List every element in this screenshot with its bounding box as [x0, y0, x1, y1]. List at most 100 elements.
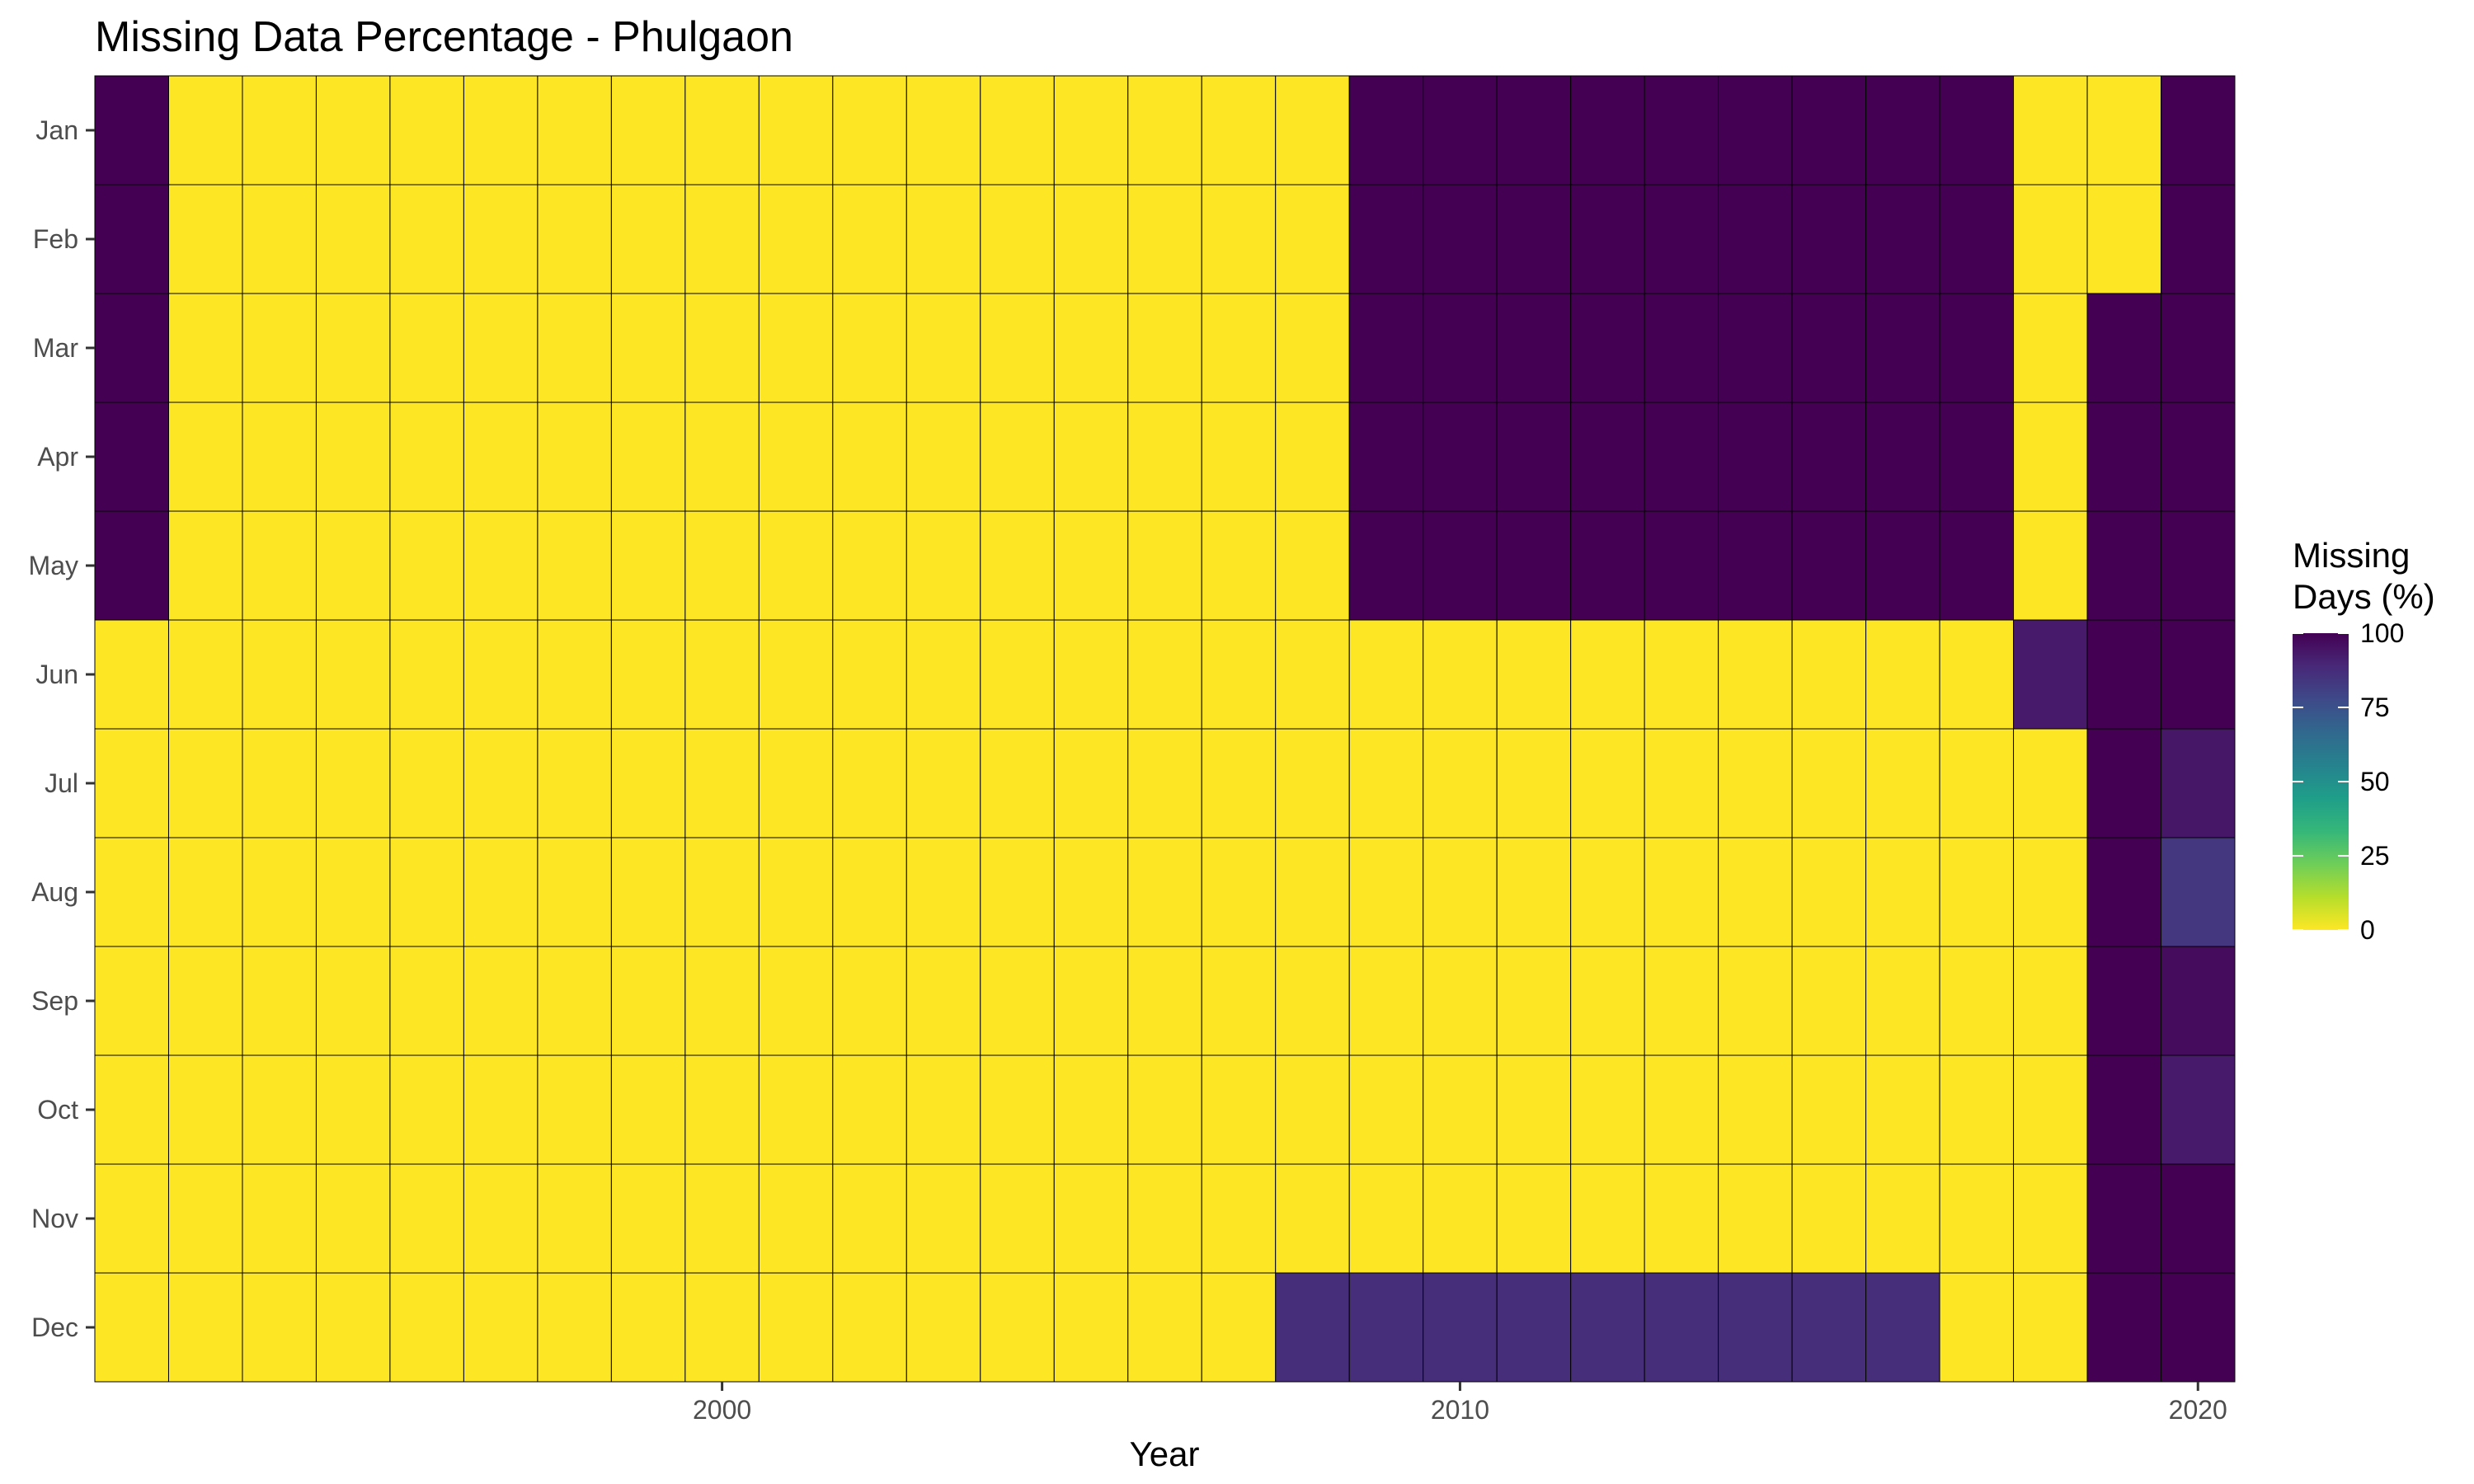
heatmap-cell-apr-2004 [980, 402, 1055, 512]
heatmap-cell-jun-2018 [2013, 619, 2088, 730]
heatmap-cell-nov-2000 [684, 1163, 760, 1274]
heatmap-cell-apr-2005 [1053, 402, 1129, 512]
heatmap-cell-sep-2009 [1348, 946, 1424, 1056]
heatmap-cell-oct-2006 [1127, 1054, 1202, 1165]
heatmap-cell-jun-2016 [1865, 619, 1940, 730]
heatmap-cell-aug-1996 [389, 837, 464, 947]
heatmap-cell-nov-2010 [1423, 1163, 1498, 1274]
heatmap-cell-jul-1994 [242, 728, 317, 838]
heatmap-cell-oct-1998 [537, 1054, 612, 1165]
heatmap-cell-jul-2014 [1718, 728, 1793, 838]
heatmap-cell-may-1993 [167, 510, 243, 621]
heatmap-cell-feb-1993 [167, 184, 243, 294]
heatmap-cell-sep-2019 [2086, 946, 2162, 1056]
heatmap-cell-mar-1993 [167, 293, 243, 403]
heatmap-cell-may-1997 [463, 510, 539, 621]
heatmap-cell-apr-2002 [832, 402, 907, 512]
heatmap-cell-nov-2006 [1127, 1163, 1202, 1274]
heatmap-cell-feb-2016 [1865, 184, 1940, 294]
heatmap-cell-may-1999 [610, 510, 686, 621]
heatmap-cell-sep-2015 [1791, 946, 1867, 1056]
heatmap-cell-may-2014 [1718, 510, 1793, 621]
heatmap-cell-mar-2016 [1865, 293, 1940, 403]
heatmap-cell-jul-2020 [2161, 728, 2236, 838]
heatmap-cell-jun-2010 [1423, 619, 1498, 730]
heatmap-cell-may-2012 [1570, 510, 1645, 621]
heatmap-cell-jan-2020 [2161, 75, 2236, 186]
heatmap-cell-jan-1993 [167, 75, 243, 186]
heatmap-cell-nov-2014 [1718, 1163, 1793, 1274]
heatmap-cell-dec-2018 [2013, 1272, 2088, 1383]
heatmap-cell-nov-2019 [2086, 1163, 2162, 1274]
heatmap-cell-jul-2007 [1201, 728, 1277, 838]
heatmap-cell-jul-1992 [94, 728, 169, 838]
heatmap-cell-apr-2008 [1275, 402, 1350, 512]
heatmap-cell-jul-1993 [167, 728, 243, 838]
heatmap-cell-aug-2019 [2086, 837, 2162, 947]
heatmap-cell-sep-2014 [1718, 946, 1793, 1056]
heatmap-cell-jun-2006 [1127, 619, 1202, 730]
heatmap-cell-sep-2010 [1423, 946, 1498, 1056]
heatmap-cell-jul-1999 [610, 728, 686, 838]
heatmap-cell-may-2004 [980, 510, 1055, 621]
heatmap-cell-sep-1998 [537, 946, 612, 1056]
heatmap-cell-may-2001 [758, 510, 834, 621]
heatmap-cell-nov-2013 [1644, 1163, 1719, 1274]
y-tick-label-dec: Dec [31, 1313, 78, 1342]
heatmap-cell-dec-2014 [1718, 1272, 1793, 1383]
heatmap-cell-jul-2010 [1423, 728, 1498, 838]
heatmap-cell-jan-1998 [537, 75, 612, 186]
heatmap-cell-oct-2020 [2161, 1054, 2236, 1165]
heatmap-cell-jun-2013 [1644, 619, 1719, 730]
heatmap-cell-jan-1994 [242, 75, 317, 186]
heatmap-cell-mar-2008 [1275, 293, 1350, 403]
heatmap-cell-sep-2000 [684, 946, 760, 1056]
heatmap-cell-feb-2004 [980, 184, 1055, 294]
heatmap-cell-aug-2002 [832, 837, 907, 947]
heatmap-cell-apr-2014 [1718, 402, 1793, 512]
heatmap-cell-sep-2005 [1053, 946, 1129, 1056]
heatmap-cell-jan-2013 [1644, 75, 1719, 186]
heatmap-cell-jan-2018 [2013, 75, 2088, 186]
y-tick-label-jun: Jun [35, 660, 78, 689]
heatmap-cell-aug-2005 [1053, 837, 1129, 947]
heatmap-cell-apr-2015 [1791, 402, 1867, 512]
heatmap-cell-jul-2006 [1127, 728, 1202, 838]
heatmap-cell-oct-2014 [1718, 1054, 1793, 1165]
heatmap-cell-sep-2020 [2161, 946, 2236, 1056]
heatmap-cell-jun-2003 [905, 619, 981, 730]
heatmap-cell-feb-1994 [242, 184, 317, 294]
heatmap-cell-feb-2002 [832, 184, 907, 294]
heatmap-cell-jul-2011 [1496, 728, 1572, 838]
heatmap-cell-apr-1995 [315, 402, 391, 512]
heatmap-cell-nov-2016 [1865, 1163, 1940, 1274]
heatmap-cell-jun-2000 [684, 619, 760, 730]
heatmap-cell-mar-2014 [1718, 293, 1793, 403]
heatmap-cell-mar-2003 [905, 293, 981, 403]
heatmap-cell-jun-1994 [242, 619, 317, 730]
heatmap-cell-sep-2004 [980, 946, 1055, 1056]
heatmap-cell-jun-2009 [1348, 619, 1424, 730]
heatmap-cell-jun-2007 [1201, 619, 1277, 730]
heatmap-cell-mar-1999 [610, 293, 686, 403]
heatmap-cell-jan-1995 [315, 75, 391, 186]
y-tick-label-feb: Feb [33, 224, 78, 254]
heatmap-cell-aug-1993 [167, 837, 243, 947]
heatmap-cell-sep-2006 [1127, 946, 1202, 1056]
heatmap-cell-oct-2013 [1644, 1054, 1719, 1165]
heatmap-cell-jun-2008 [1275, 619, 1350, 730]
heatmap-cell-apr-2012 [1570, 402, 1645, 512]
heatmap-cell-nov-1994 [242, 1163, 317, 1274]
heatmap-cell-oct-2011 [1496, 1054, 1572, 1165]
heatmap-cell-oct-1993 [167, 1054, 243, 1165]
heatmap-cell-dec-1995 [315, 1272, 391, 1383]
heatmap-cell-sep-1995 [315, 946, 391, 1056]
heatmap-cell-apr-1996 [389, 402, 464, 512]
legend-tick-label-50: 50 [2360, 767, 2390, 796]
heatmap-cell-aug-1998 [537, 837, 612, 947]
heatmap-cell-oct-2010 [1423, 1054, 1498, 1165]
x-axis-title: Year [1130, 1435, 1200, 1473]
heatmap-cell-nov-2001 [758, 1163, 834, 1274]
heatmap-cell-nov-1998 [537, 1163, 612, 1274]
